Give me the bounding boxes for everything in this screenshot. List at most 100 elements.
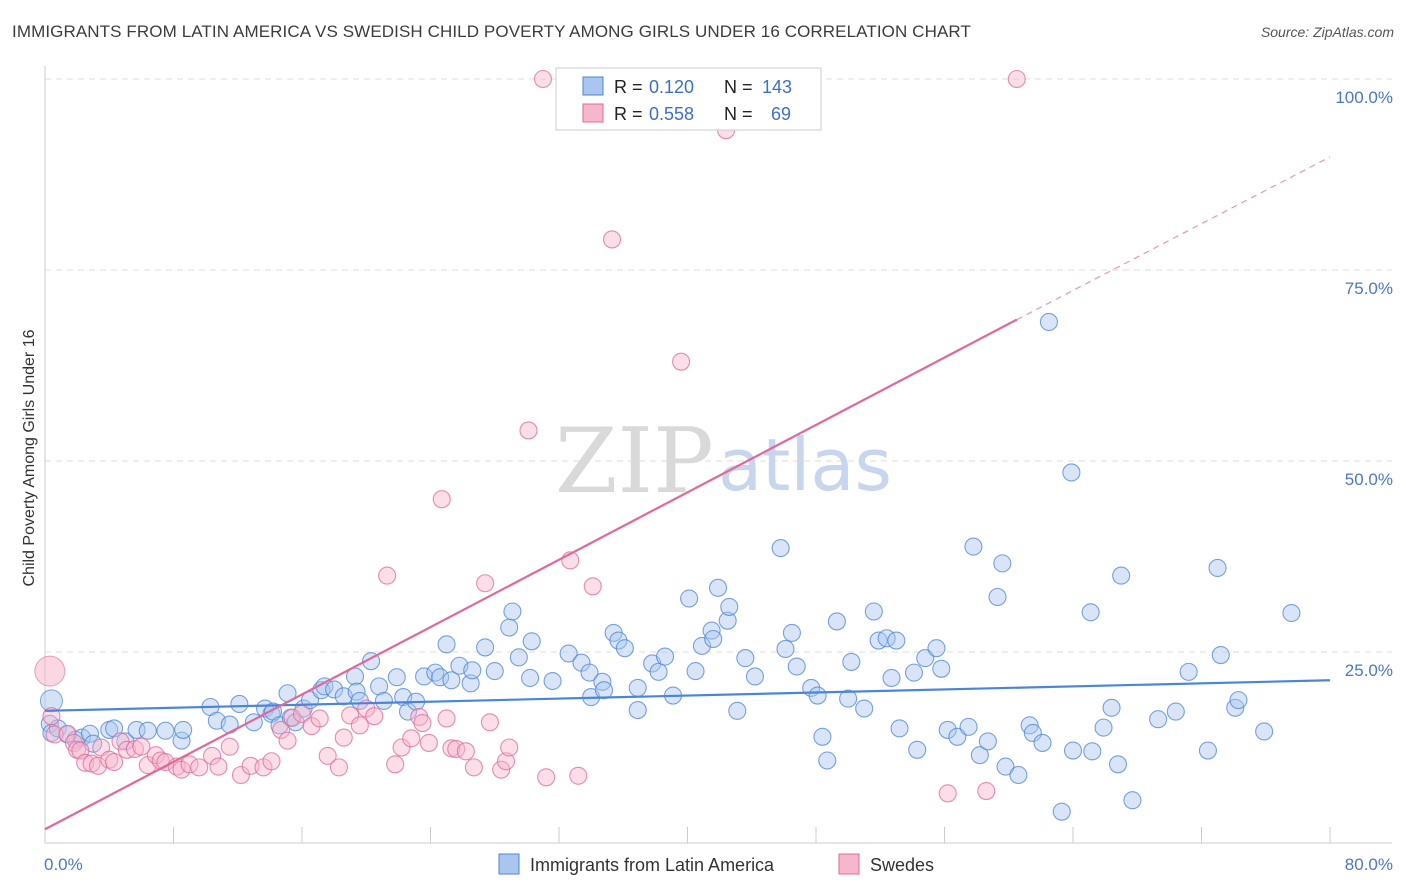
immigrants-point-142: [1282, 603, 1301, 623]
immigrants-point-59: [543, 671, 562, 691]
legend-n-label-1: N =: [724, 77, 753, 97]
immigrants-point-75: [680, 589, 699, 608]
swedes-point-0: [42, 707, 61, 726]
immigrants-point-127: [1083, 742, 1102, 761]
immigrants-point-57: [521, 668, 540, 688]
swedes-point-56: [464, 758, 483, 777]
immigrants-point-93: [818, 751, 837, 770]
swedes-point-45: [386, 755, 405, 774]
immigrants-point-39: [374, 691, 393, 710]
legend-swatch-pink: [582, 103, 604, 123]
immigrants-point-80: [708, 578, 728, 597]
swedes-point-59: [492, 760, 511, 779]
legend-n-value-1: 143: [762, 77, 792, 97]
immigrants-point-50: [461, 674, 480, 693]
chart-title: IMMIGRANTS FROM LATIN AMERICA VS SWEDISH…: [12, 22, 971, 41]
legend-r-label-1: R =: [614, 77, 643, 97]
legend-r-label-2: R =: [614, 104, 643, 124]
immigrants-point-88: [782, 623, 801, 642]
immigrants-point-97: [855, 699, 874, 718]
legend-r-value-1: 0.120: [649, 77, 694, 97]
y-tick-label-0: 100.0%: [1335, 88, 1393, 107]
immigrants-point-cluster: [39, 689, 63, 713]
immigrants-point-87: [776, 639, 795, 658]
immigrants-point-67: [609, 631, 628, 650]
swedes-point-57: [476, 574, 495, 593]
immigrants-trend-line: [44, 679, 1331, 712]
source-label: Source: ZipAtlas.com: [1260, 24, 1394, 40]
swedes-point-39: [334, 728, 353, 747]
immigrants-point-52: [476, 638, 495, 657]
immigrants-point-62: [580, 663, 599, 682]
immigrants-point-118: [1009, 765, 1028, 785]
immigrants-point-56: [509, 648, 528, 667]
immigrants-point-92: [813, 727, 832, 746]
swedes-point-24: [203, 746, 222, 765]
correlation-legend: R = 0.120 N = 143 R = 0.558 N = 69: [555, 67, 822, 131]
immigrants-point-13: [156, 721, 175, 740]
swedes-point-27: [231, 765, 251, 785]
immigrants-point-126: [1081, 603, 1100, 622]
swedes-point-75: [977, 781, 996, 801]
y-tick-label-3: 25.0%: [1345, 661, 1393, 680]
immigrants-point-53: [485, 662, 504, 681]
swedes-point-15: [132, 737, 151, 756]
immigrants-point-83: [728, 701, 747, 720]
immigrants-point-79: [704, 629, 723, 649]
immigrants-point-91: [808, 686, 827, 705]
immigrants-point-60: [559, 644, 578, 663]
swedes-point-70: [672, 352, 691, 371]
swedes-point-53: [442, 739, 461, 758]
immigrants-point-69: [628, 678, 647, 697]
legend-r-value-2: 0.558: [649, 104, 694, 124]
immigrants-point-73: [655, 647, 675, 666]
immigrants-point-113: [970, 746, 989, 765]
immigrants-point-112: [964, 537, 983, 556]
swedes-point-32: [278, 731, 297, 750]
immigrants-point-138: [1211, 646, 1230, 665]
legend-n-label-2: N =: [724, 104, 753, 124]
immigrants-point-140: [1229, 691, 1248, 710]
immigrants-point-19: [230, 694, 249, 714]
legend-label-immigrants: Immigrants from Latin America: [530, 855, 775, 875]
immigrants-point-135: [1179, 662, 1198, 681]
immigrants-point-125: [1063, 741, 1083, 760]
watermark-atlas: atlas: [718, 423, 892, 507]
immigrants-point-128: [1094, 718, 1113, 737]
immigrants-point-46: [431, 668, 450, 687]
immigrants-point-68: [615, 639, 634, 658]
immigrants-point-130: [1108, 755, 1128, 774]
immigrants-point-36: [350, 691, 369, 710]
swedes-point-11: [105, 752, 124, 772]
immigrants-point-136: [1198, 741, 1217, 760]
swedes-point-43: [365, 707, 384, 726]
watermark-zip: ZIP: [555, 409, 714, 514]
swedes-point-10: [100, 750, 119, 769]
immigrants-point-96: [842, 652, 861, 671]
immigrants-point-82: [720, 597, 739, 616]
immigrants-point-114: [978, 732, 997, 751]
swedes-point-50: [419, 733, 438, 752]
swedes-point-52: [437, 709, 456, 728]
immigrants-point-133: [1149, 710, 1168, 729]
swedes-point-23: [190, 758, 209, 777]
immigrants-point-141: [1255, 722, 1274, 741]
immigrants-point-137: [1208, 558, 1227, 578]
immigrants-point-47: [437, 635, 456, 654]
immigrants-point-48: [442, 671, 461, 690]
immigrants-point-51: [463, 661, 482, 680]
immigrants-point-129: [1102, 698, 1121, 717]
immigrants-point-101: [882, 668, 901, 688]
swedes-point-63: [533, 69, 552, 89]
immigrants-point-77: [692, 636, 712, 655]
swedes-point-26: [220, 737, 239, 756]
immigrants-point-58: [522, 632, 541, 651]
immigrants-point-103: [890, 719, 909, 738]
legend-swatch-blue: [582, 76, 604, 96]
swedes-point-60: [496, 752, 516, 771]
swedes-point-36: [310, 709, 329, 728]
series-legend: Immigrants from Latin America Swedes: [498, 853, 934, 875]
axes: [44, 66, 1392, 844]
immigrants-point-111: [959, 717, 978, 736]
